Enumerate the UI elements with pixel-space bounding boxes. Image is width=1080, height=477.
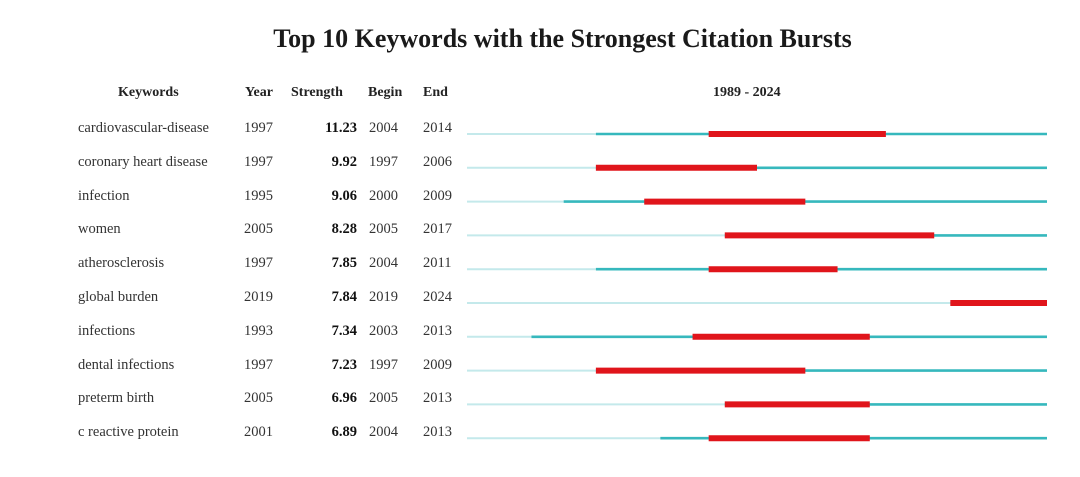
begin-cell: 2005 <box>369 390 398 407</box>
year-cell: 1997 <box>244 356 273 373</box>
begin-cell: 2004 <box>369 255 398 272</box>
begin-cell: 1997 <box>369 153 398 170</box>
year-cell: 1997 <box>244 153 273 170</box>
year-cell: 1995 <box>244 187 273 204</box>
begin-cell: 2004 <box>369 120 398 136</box>
begin-cell: 1997 <box>369 356 398 373</box>
keyword-cell: dental infections <box>78 356 175 373</box>
year-cell: 2005 <box>244 390 273 407</box>
end-cell: 2013 <box>423 424 452 441</box>
end-cell: 2009 <box>423 187 452 204</box>
header-end: End <box>423 85 448 100</box>
begin-cell: 2019 <box>369 289 398 305</box>
year-cell: 2019 <box>244 289 273 305</box>
keyword-cell: atherosclerosis <box>78 255 165 272</box>
end-cell: 2006 <box>423 153 452 170</box>
begin-cell: 2005 <box>369 221 398 238</box>
strength-cell: 6.89 <box>331 424 357 441</box>
strength-cell: 11.23 <box>325 120 357 136</box>
strength-cell: 7.85 <box>331 255 357 272</box>
keyword-cell: infections <box>78 322 136 339</box>
strength-cell: 8.28 <box>331 221 357 238</box>
strength-cell: 9.06 <box>331 187 357 204</box>
end-cell: 2017 <box>423 221 452 238</box>
strength-cell: 7.84 <box>331 289 357 305</box>
strength-cell: 6.96 <box>331 390 357 407</box>
strength-cell: 9.92 <box>331 153 357 170</box>
header-range: 1989 - 2024 <box>713 85 781 100</box>
end-cell: 2011 <box>423 255 452 272</box>
end-cell: 2013 <box>423 322 452 339</box>
header-strength: Strength <box>291 85 343 100</box>
strength-cell: 7.34 <box>331 322 357 339</box>
keyword-cell: coronary heart disease <box>78 153 208 170</box>
begin-cell: 2003 <box>369 322 398 339</box>
year-cell: 1997 <box>244 120 273 136</box>
header-keywords: Keywords <box>118 85 179 100</box>
header-begin: Begin <box>368 85 403 100</box>
end-cell: 2009 <box>423 356 452 373</box>
year-cell: 2001 <box>244 424 273 441</box>
begin-cell: 2004 <box>369 424 398 441</box>
strength-cell: 7.23 <box>331 356 357 373</box>
year-cell: 1997 <box>244 255 273 272</box>
header-year: Year <box>245 85 273 100</box>
keyword-cell: global burden <box>78 289 159 305</box>
end-cell: 2013 <box>423 390 452 407</box>
begin-cell: 2000 <box>369 187 398 204</box>
year-cell: 2005 <box>244 221 273 238</box>
chart-title: Top 10 Keywords with the Strongest Citat… <box>273 24 852 53</box>
keyword-cell: c reactive protein <box>78 424 179 441</box>
keyword-cell: preterm birth <box>78 390 155 407</box>
keyword-cell: infection <box>78 187 130 204</box>
end-cell: 2024 <box>423 289 452 305</box>
year-cell: 1993 <box>244 322 273 339</box>
keyword-cell: cardiovascular-disease <box>78 120 209 136</box>
end-cell: 2014 <box>423 120 452 136</box>
keyword-cell: women <box>78 221 121 238</box>
